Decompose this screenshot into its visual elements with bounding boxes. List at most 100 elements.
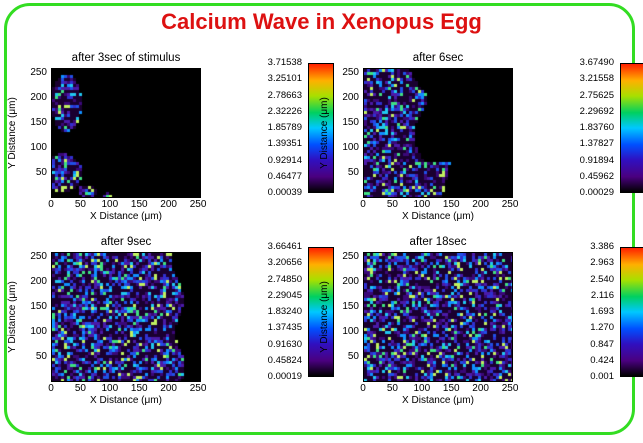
y-tick-label: 50	[347, 167, 359, 178]
heatmap-plot	[51, 252, 201, 382]
x-tick-label: 100	[101, 199, 119, 210]
x-tick-label: 50	[386, 383, 398, 394]
colorbar-tick-label: 2.29045	[267, 289, 302, 301]
panel-title: after 6sec	[412, 52, 464, 64]
x-tick-label: 250	[501, 199, 519, 210]
x-axis-label: X Distance (μm)	[90, 395, 162, 406]
y-tick-label: 100	[30, 326, 47, 337]
x-tick-label: 0	[48, 383, 54, 394]
colorbar-tick-label: 2.963	[590, 257, 614, 269]
colorbar-tick-label: 1.270	[590, 322, 614, 334]
x-tick-label: 150	[442, 383, 460, 394]
colorbar-tick-label: 1.37435	[267, 322, 302, 334]
x-tick-label: 100	[413, 199, 431, 210]
x-tick-label: 200	[160, 199, 177, 210]
y-tick-label: 200	[30, 276, 47, 287]
x-tick-label: 100	[101, 383, 119, 394]
colorbar-tick-label: 0.91894	[579, 154, 614, 166]
colorbar	[620, 247, 643, 377]
y-tick-label: 250	[30, 251, 47, 262]
y-tick-label: 50	[347, 351, 359, 362]
colorbar-tick-label: 0.91630	[267, 338, 302, 350]
y-tick-label: 200	[342, 276, 359, 287]
y-tick-label: 100	[342, 326, 359, 337]
x-tick-label: 250	[189, 383, 207, 394]
colorbar-tick-label: 1.693	[590, 306, 614, 317]
x-tick-label: 50	[74, 383, 86, 394]
figure-title: Calcium Wave in Xenopus Egg	[161, 9, 482, 34]
colorbar-tick-label: 1.85789	[267, 122, 302, 133]
panel-title: after 9sec	[100, 236, 152, 248]
colorbar-tick-label: 2.75625	[579, 89, 614, 101]
colorbar-tick-label: 2.29692	[579, 105, 614, 117]
colorbar-tick-label: 2.116	[590, 289, 614, 301]
colorbar-tick-label: 2.32226	[267, 105, 302, 117]
colorbar-tick-label: 0.00029	[579, 187, 614, 198]
y-tick-label: 150	[342, 301, 359, 312]
x-tick-label: 200	[160, 383, 177, 394]
x-tick-label: 150	[130, 383, 148, 394]
y-tick-label: 150	[342, 117, 359, 128]
colorbar-tick-label: 0.424	[590, 354, 614, 366]
colorbar-tick-label: 1.83240	[267, 306, 302, 317]
colorbar-tick-label: 2.78663	[267, 89, 302, 101]
x-tick-label: 0	[360, 199, 366, 210]
x-tick-label: 250	[189, 199, 207, 210]
colorbar-tick-label: 0.001	[590, 371, 614, 382]
colorbar-tick-label: 1.37827	[579, 138, 614, 150]
y-axis-label: Y Distance (μm)	[319, 281, 330, 353]
y-tick-label: 150	[30, 117, 47, 128]
colorbar-tick-label: 1.83760	[579, 122, 614, 133]
y-tick-label: 200	[342, 92, 359, 103]
colorbar-tick-label: 3.25101	[267, 73, 302, 85]
y-tick-label: 100	[342, 142, 359, 153]
x-tick-label: 100	[413, 383, 431, 394]
x-axis-label: X Distance (μm)	[402, 211, 474, 222]
colorbar-tick-label: 1.39351	[267, 138, 302, 150]
y-tick-label: 150	[30, 301, 47, 312]
colorbar	[620, 63, 643, 193]
y-tick-label: 200	[30, 92, 47, 103]
y-tick-label: 50	[35, 351, 47, 362]
y-axis-label: Y Distance (μm)	[319, 97, 330, 169]
colorbar	[308, 247, 334, 377]
x-tick-label: 150	[442, 199, 460, 210]
colorbar-tick-label: 0.45962	[579, 170, 614, 182]
colorbar-tick-label: 0.45824	[267, 354, 302, 366]
panel-title: after 18sec	[409, 236, 467, 248]
colorbar-tick-label: 0.00019	[267, 371, 302, 382]
colorbar	[308, 63, 334, 193]
colorbar-tick-label: 0.46477	[267, 170, 302, 182]
colorbar-tick-label: 3.71538	[267, 57, 302, 68]
y-axis-label: Y Distance (μm)	[7, 281, 18, 353]
y-tick-label: 250	[30, 67, 47, 78]
y-tick-label: 250	[342, 251, 359, 262]
x-tick-label: 200	[472, 383, 489, 394]
colorbar-tick-label: 2.540	[590, 273, 614, 285]
colorbar-tick-label: 0.92914	[267, 154, 302, 166]
x-tick-label: 0	[48, 199, 54, 210]
x-tick-label: 50	[386, 199, 398, 210]
panel-title: after 3sec of stimulus	[71, 52, 181, 64]
colorbar-tick-label: 3.66461	[267, 241, 302, 252]
colorbar-tick-label: 3.21558	[579, 73, 614, 85]
heatmap-plot	[363, 252, 513, 382]
x-tick-label: 200	[472, 199, 489, 210]
x-tick-label: 250	[501, 383, 519, 394]
y-axis-label: Y Distance (μm)	[7, 97, 18, 169]
x-tick-label: 0	[360, 383, 366, 394]
colorbar-tick-label: 2.74850	[267, 273, 302, 285]
x-axis-label: X Distance (μm)	[90, 211, 162, 222]
colorbar-tick-label: 3.20656	[267, 257, 302, 269]
colorbar-tick-label: 0.00039	[267, 187, 302, 198]
colorbar-tick-label: 3.67490	[579, 57, 614, 68]
colorbar-tick-label: 0.847	[590, 338, 614, 350]
heatmap-plot	[363, 68, 513, 198]
colorbar-tick-label: 3.386	[590, 241, 614, 252]
y-tick-label: 250	[342, 67, 359, 78]
heatmap-plot	[51, 68, 201, 198]
x-tick-label: 150	[130, 199, 148, 210]
y-tick-label: 100	[30, 142, 47, 153]
x-tick-label: 50	[74, 199, 86, 210]
y-tick-label: 50	[35, 167, 47, 178]
